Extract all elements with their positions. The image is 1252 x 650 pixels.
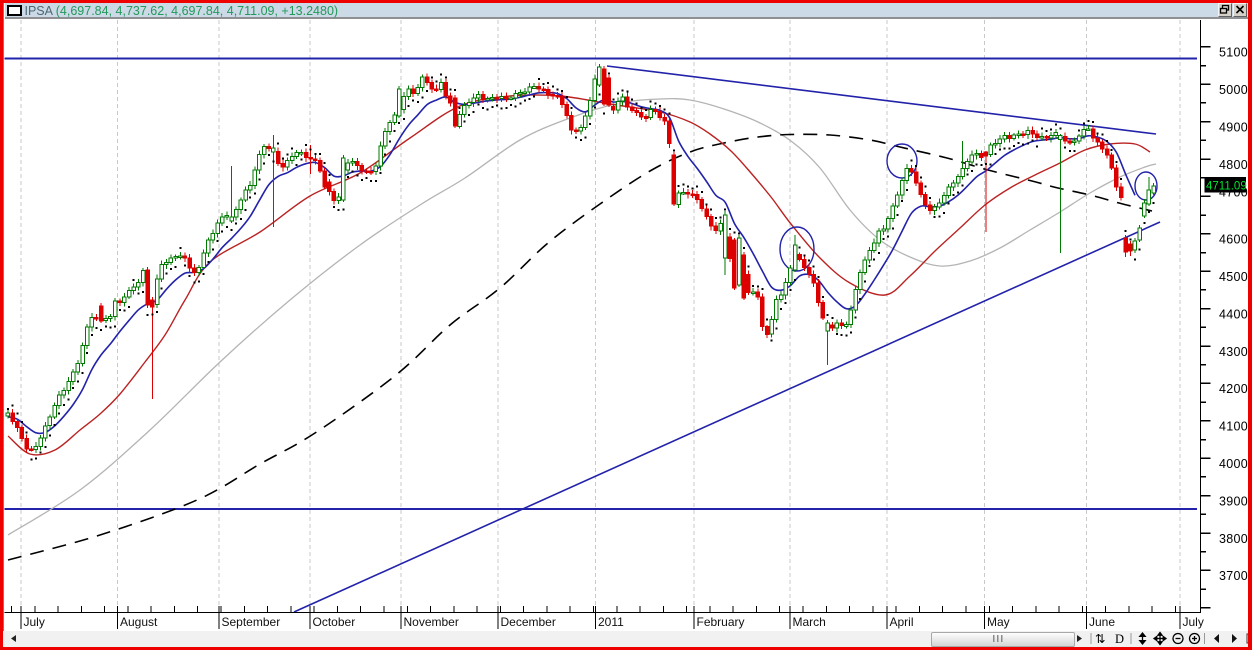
svg-text:5000: 5000 <box>1219 83 1248 97</box>
svg-text:October: October <box>313 615 356 629</box>
svg-text:September: September <box>222 615 281 629</box>
svg-text:2011: 2011 <box>598 615 624 629</box>
svg-text:May: May <box>987 615 1010 629</box>
svg-text:4900: 4900 <box>1219 120 1248 134</box>
svg-text:July: July <box>1183 615 1204 629</box>
svg-text:⇅: ⇅ <box>1095 632 1106 646</box>
svg-text:April: April <box>890 615 914 629</box>
svg-text:4600: 4600 <box>1219 233 1248 247</box>
svg-text:August: August <box>120 615 158 629</box>
svg-text:June: June <box>1089 615 1115 629</box>
svg-text:4400: 4400 <box>1219 307 1248 321</box>
svg-text:D: D <box>1115 632 1124 646</box>
svg-text:4100: 4100 <box>1219 420 1248 434</box>
svg-text:4500: 4500 <box>1219 270 1248 284</box>
svg-text:4300: 4300 <box>1219 345 1248 359</box>
svg-text:3900: 3900 <box>1219 494 1248 508</box>
svg-text:4711.09: 4711.09 <box>1206 181 1247 193</box>
svg-text:July: July <box>24 615 45 629</box>
svg-text:4000: 4000 <box>1219 457 1248 471</box>
svg-text:4200: 4200 <box>1219 382 1248 396</box>
svg-text:4800: 4800 <box>1219 158 1248 172</box>
svg-text:3700: 3700 <box>1219 569 1248 583</box>
svg-text:5100: 5100 <box>1219 46 1248 60</box>
svg-text:December: December <box>501 615 556 629</box>
svg-text:March: March <box>793 615 826 629</box>
svg-text:3800: 3800 <box>1219 532 1248 546</box>
svg-text:February: February <box>697 615 745 629</box>
svg-text:November: November <box>404 615 459 629</box>
